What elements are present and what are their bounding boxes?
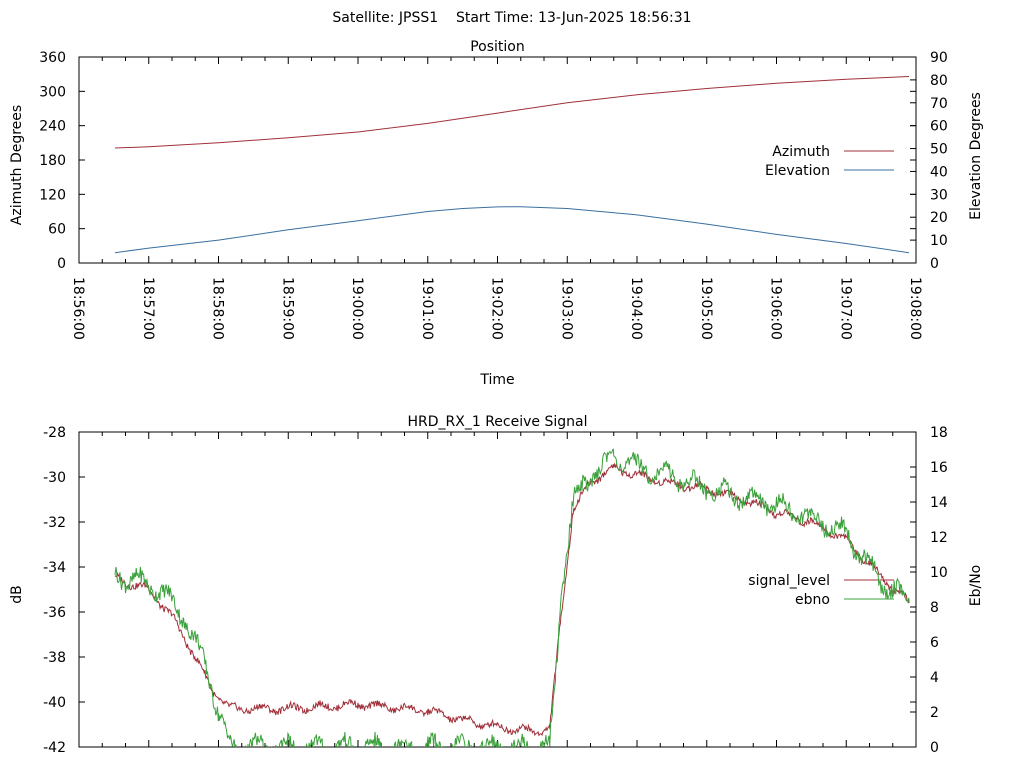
series-line-ebno <box>114 448 910 747</box>
legend-label: Elevation <box>765 163 830 179</box>
y-tick-label: -28 <box>43 425 66 441</box>
y-tick-label: 240 <box>39 119 66 135</box>
chart-title: HRD_RX_1 Receive Signal <box>408 414 588 430</box>
x-tick-label: 19:01:00 <box>419 277 435 340</box>
plot-frame <box>78 56 917 264</box>
y-tick-label: -30 <box>43 470 66 486</box>
y2-tick-label: 4 <box>930 670 939 686</box>
y2-tick-label: 0 <box>930 256 939 272</box>
legend-label: Azimuth <box>772 144 830 160</box>
y2-tick-label: 0 <box>930 740 939 756</box>
x-tick-label: 18:59:00 <box>279 277 295 340</box>
y2-tick-label: 8 <box>930 600 939 616</box>
y-tick-label: 60 <box>48 222 66 238</box>
x-tick-label: 19:04:00 <box>628 277 644 340</box>
y-tick-label: -32 <box>43 515 66 531</box>
y2-tick-label: 18 <box>930 425 948 441</box>
plot-frame <box>78 431 917 748</box>
y-tick-label: -38 <box>43 650 66 666</box>
y-tick-label: 0 <box>57 256 66 272</box>
x-axis-label: Time <box>479 372 514 388</box>
series-line-signal_level <box>114 462 910 737</box>
y-tick-label: 120 <box>39 187 66 203</box>
x-tick-label: 18:58:00 <box>210 277 226 340</box>
y2-tick-label: 2 <box>930 705 939 721</box>
legend-label: signal_level <box>748 573 830 589</box>
legend-label: ebno <box>795 592 830 608</box>
x-tick-label: 19:05:00 <box>698 277 714 340</box>
y2-tick-label: 50 <box>930 142 948 158</box>
receive-signal-chart: HRD_RX_1 Receive Signal -42 -40 -38 -36 -34 -3… <box>9 414 984 756</box>
x-tick-label: 18:57:00 <box>140 277 156 340</box>
position-chart: Position 0 60 120 180 240 300 360 0 10 20 30 40 50 60 7… <box>9 39 984 388</box>
x-tick-label: 19:02:00 <box>489 277 505 340</box>
y-axis-label: dB <box>9 585 25 604</box>
y-axis-label: Azimuth Degrees <box>9 105 25 225</box>
x-tick-label: 19:07:00 <box>837 277 853 340</box>
y2-tick-label: 10 <box>930 233 948 249</box>
y2-tick-label: 70 <box>930 96 948 112</box>
page-title: Satellite: JPSS1 Start Time: 13-Jun-2025… <box>332 10 691 26</box>
y2-tick-label: 10 <box>930 565 948 581</box>
y2-axis-label: Eb/No <box>968 565 984 607</box>
y-tick-label: 300 <box>39 84 66 100</box>
y2-tick-label: 90 <box>930 50 948 66</box>
y-tick-label: -36 <box>43 605 66 621</box>
series-line-Azimuth <box>114 76 910 149</box>
x-tick-label: 19:00:00 <box>349 277 365 340</box>
y2-tick-label: 14 <box>930 495 948 511</box>
y-tick-label: 180 <box>39 153 66 169</box>
y2-tick-label: 20 <box>930 210 948 226</box>
chart-title: Position <box>470 39 525 55</box>
x-tick-label: 19:03:00 <box>558 277 574 340</box>
y-tick-label: -42 <box>43 740 66 756</box>
y2-tick-label: 12 <box>930 530 948 546</box>
y-tick-label: -40 <box>43 695 66 711</box>
y2-tick-label: 30 <box>930 187 948 203</box>
y2-axis-label: Elevation Degrees <box>968 92 984 220</box>
y2-tick-label: 60 <box>930 119 948 135</box>
y2-tick-label: 6 <box>930 635 939 651</box>
y-tick-label: 360 <box>39 50 66 66</box>
x-tick-label: 18:56:00 <box>70 277 86 340</box>
y2-tick-label: 40 <box>930 164 948 180</box>
series-line-Elevation <box>114 206 910 254</box>
y2-tick-label: 16 <box>930 460 948 476</box>
y-tick-label: -34 <box>43 560 66 576</box>
x-tick-label: 19:08:00 <box>907 277 923 340</box>
y2-tick-label: 80 <box>930 73 948 89</box>
x-tick-label: 19:06:00 <box>768 277 784 340</box>
